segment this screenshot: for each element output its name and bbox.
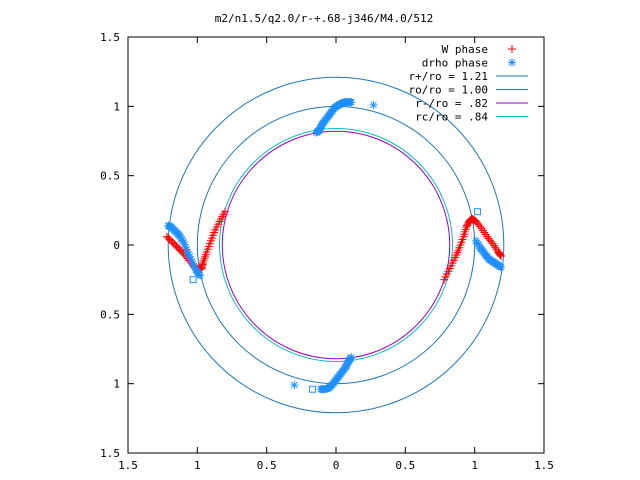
legend-label-1: drho phase (422, 57, 488, 70)
w-phase-point-1-38 (480, 228, 489, 237)
w-phase-point-1-44 (488, 239, 497, 248)
w-phase-point-0-18 (200, 254, 209, 263)
w-phase-point-1-46 (491, 243, 500, 252)
x-tick-label-0: 1.5 (118, 459, 138, 472)
reference-circle-3 (219, 128, 453, 362)
w-phase-point-0-16 (201, 250, 210, 259)
drho-phase-outlier-2 (473, 208, 481, 216)
reference-circle-0 (167, 76, 505, 414)
w-phase-point-1-37 (478, 226, 487, 235)
drho-phase-point-3-32 (347, 353, 356, 362)
legend-label-5: rc/ro = .84 (415, 111, 488, 124)
drho-phase-outlier-4 (308, 385, 316, 393)
legend-label-0: W phase (442, 43, 488, 56)
axis-ticks: 1.5 1 0.5 0 0.5 1 1.51.510.500.511.5 (100, 31, 554, 472)
w-phase-point-0-51 (164, 234, 173, 243)
data-points (162, 98, 506, 394)
y-tick-label-5: 1 (113, 378, 120, 391)
drho-phase-outlier-1 (369, 100, 378, 109)
y-tick-label-0: 1.5 (100, 31, 120, 44)
w-phase-point-1-51 (496, 251, 505, 260)
w-phase-point-1-50 (495, 250, 504, 259)
x-tick-label-1: 1 (194, 459, 201, 472)
drho-phase-outlier-3 (290, 381, 299, 390)
w-phase-point-0-19 (199, 256, 208, 265)
w-phase-point-1-45 (490, 241, 499, 250)
legend-swatch-0 (508, 45, 516, 53)
w-phase-point-0-52 (162, 232, 171, 241)
y-tick-label-2: 0.5 (100, 170, 120, 183)
legend-swatch-1 (508, 58, 516, 67)
y-tick-label-6: 1.5 (100, 447, 120, 460)
y-tick-label-4: 0.5 (100, 308, 120, 321)
reference-circle-1 (196, 105, 476, 385)
drho-phase-point-1-40 (347, 98, 356, 107)
legend-label-3: ro/ro = 1.00 (409, 84, 488, 97)
reference-circles (167, 76, 505, 414)
x-tick-label-5: 1 (471, 459, 478, 472)
x-tick-label-6: 1.5 (534, 459, 554, 472)
reference-circle-2 (221, 130, 451, 360)
legend-label-4: r-/ro = .82 (415, 97, 488, 110)
x-tick-label-3: 0 (333, 459, 340, 472)
y-tick-label-3: 0 (113, 239, 120, 252)
drho-phase-point-2-24 (497, 263, 506, 272)
x-tick-label-4: 0.5 (395, 459, 415, 472)
chart-title: m2/n1.5/q2.0/r-+.68-j346/M4.0/512 (215, 12, 434, 25)
drho-phase-point-0-32 (196, 271, 205, 280)
w-phase-point-1-36 (477, 224, 486, 233)
drho-phase-outlier-0 (189, 276, 197, 284)
legend-label-2: r+/ro = 1.21 (409, 70, 488, 83)
y-tick-label-1: 1 (113, 100, 120, 113)
w-phase-point-1-52 (497, 252, 506, 261)
x-tick-label-2: 0.5 (257, 459, 277, 472)
w-phase-point-0-17 (200, 252, 209, 261)
